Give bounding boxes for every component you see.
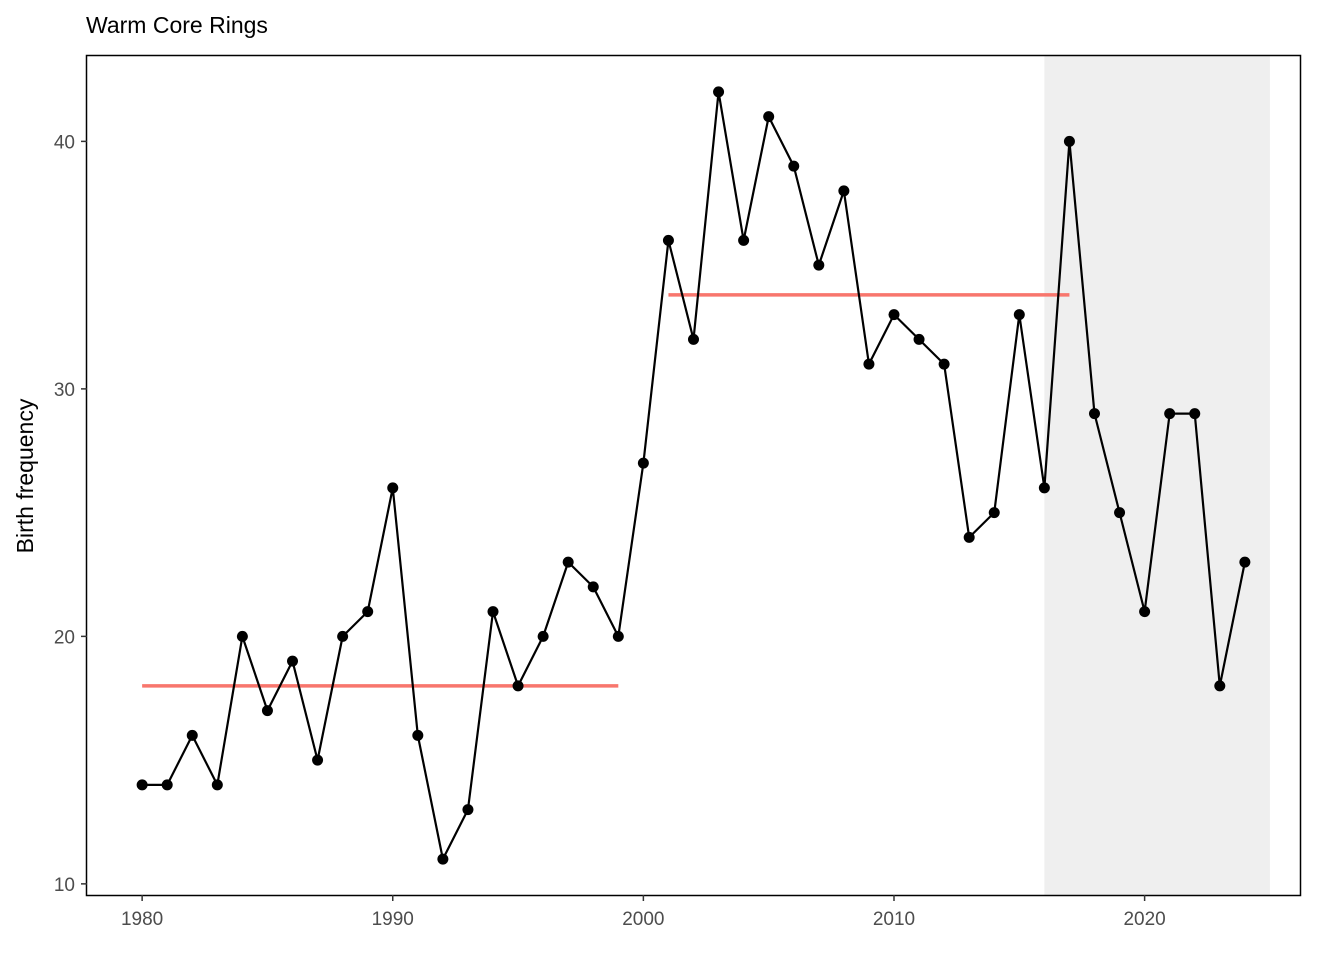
data-point-2000 bbox=[637, 457, 649, 469]
data-point-1985 bbox=[261, 705, 273, 717]
data-point-2010 bbox=[888, 309, 900, 321]
data-point-1993 bbox=[462, 804, 474, 816]
data-point-1983 bbox=[211, 779, 223, 791]
data-point-1980 bbox=[136, 779, 148, 791]
data-point-2022 bbox=[1189, 408, 1201, 420]
y-tick-label-20: 20 bbox=[54, 627, 75, 648]
data-point-1987 bbox=[312, 754, 324, 766]
y-tick-label-10: 10 bbox=[54, 875, 75, 896]
shaded-region-layer bbox=[1044, 56, 1270, 895]
data-points-layer bbox=[136, 86, 1251, 865]
data-point-1995 bbox=[512, 680, 524, 692]
data-point-2008 bbox=[838, 185, 850, 197]
y-axis: 10 20 30 40 bbox=[54, 132, 87, 896]
data-point-2003 bbox=[713, 86, 725, 98]
data-point-1999 bbox=[612, 630, 624, 642]
x-tick-label-2010: 2010 bbox=[873, 909, 915, 930]
data-point-1991 bbox=[412, 729, 424, 741]
data-point-2002 bbox=[688, 333, 699, 345]
y-tick-label-30: 30 bbox=[54, 380, 75, 401]
data-point-2005 bbox=[763, 111, 775, 123]
data-point-1994 bbox=[487, 606, 499, 618]
data-point-2021 bbox=[1164, 408, 1176, 420]
y-axis-title: Birth frequency bbox=[12, 398, 38, 553]
data-point-1992 bbox=[437, 853, 449, 865]
data-point-1982 bbox=[186, 729, 198, 741]
data-point-2020 bbox=[1139, 606, 1151, 618]
data-point-1989 bbox=[362, 606, 374, 618]
y-tick-label-40: 40 bbox=[54, 132, 75, 153]
data-point-2011 bbox=[913, 333, 925, 345]
x-tick-label-2000: 2000 bbox=[622, 909, 664, 930]
chart-title: Warm Core Rings bbox=[86, 12, 268, 38]
data-point-2009 bbox=[863, 358, 875, 370]
data-point-1986 bbox=[287, 655, 299, 667]
data-point-1990 bbox=[387, 482, 399, 494]
mean-lines-layer bbox=[142, 293, 1070, 688]
x-tick-label-2020: 2020 bbox=[1123, 909, 1165, 930]
data-point-2004 bbox=[738, 234, 750, 246]
data-point-1988 bbox=[337, 630, 349, 642]
data-point-2006 bbox=[788, 160, 800, 172]
data-point-2012 bbox=[938, 358, 950, 370]
data-point-1981 bbox=[161, 779, 173, 791]
plot-panel-border bbox=[85, 54, 1302, 897]
data-point-2001 bbox=[662, 234, 674, 246]
x-tick-label-1980: 1980 bbox=[121, 909, 163, 930]
data-point-1996 bbox=[537, 630, 549, 642]
data-point-2024 bbox=[1239, 556, 1251, 568]
data-point-2018 bbox=[1088, 408, 1100, 420]
data-point-1984 bbox=[236, 630, 248, 642]
data-point-2016 bbox=[1038, 482, 1050, 494]
data-point-2023 bbox=[1214, 680, 1226, 692]
x-tick-label-1990: 1990 bbox=[372, 909, 414, 930]
data-point-2019 bbox=[1114, 507, 1126, 519]
x-axis: 1980 1990 2000 2010 2020 bbox=[121, 895, 1166, 930]
data-point-2007 bbox=[813, 259, 825, 271]
shaded-region bbox=[1044, 56, 1270, 895]
data-point-1997 bbox=[562, 556, 574, 568]
data-point-1998 bbox=[587, 581, 599, 593]
data-point-2015 bbox=[1013, 309, 1025, 321]
data-point-2013 bbox=[963, 531, 975, 543]
data-point-2014 bbox=[988, 507, 1000, 519]
data-point-2017 bbox=[1063, 135, 1075, 147]
